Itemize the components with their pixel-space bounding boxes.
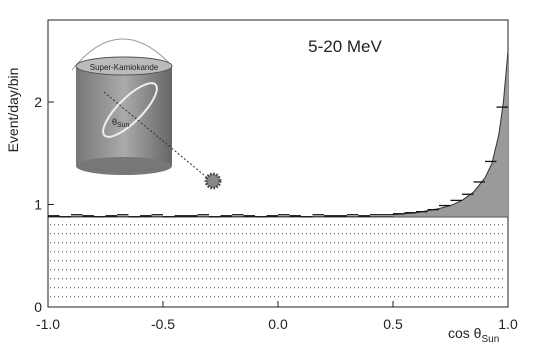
- inset-direction: [103, 91, 211, 181]
- inset-sun: [204, 172, 222, 190]
- inset-cone: [102, 82, 158, 138]
- fit-area: [393, 50, 508, 217]
- inset-label: Super-Kamiokande: [90, 63, 159, 72]
- inset-angle-main: θ: [112, 117, 117, 127]
- inset-cylinder-top: [75, 56, 173, 76]
- inset-illustration: Super-Kamiokande θSun: [71, 38, 222, 190]
- x-axis-label-main: cos θ: [448, 325, 482, 341]
- x-tick-label: -1.0: [36, 316, 60, 332]
- y-tick-label: 0: [34, 299, 42, 315]
- x-axis-label: cos θSun: [448, 325, 499, 345]
- x-tick-label: 0.0: [268, 316, 288, 332]
- chart-title: 5-20 MeV: [308, 37, 382, 56]
- x-axis-label-sub: Sun: [481, 334, 499, 345]
- x-tick-label: -0.5: [151, 316, 175, 332]
- y-tick-label: 1: [34, 197, 42, 213]
- inset-arc: [71, 38, 173, 71]
- inset-cylinder-base: [76, 157, 172, 175]
- inset-cylinder: [76, 66, 172, 166]
- y-tick-label: 2: [34, 94, 42, 110]
- inset-angle-sub: Sun: [117, 122, 130, 129]
- x-tick-label: 0.5: [383, 316, 403, 332]
- x-tick-label: 1.0: [498, 316, 518, 332]
- y-axis-label: Event/day/bin: [5, 68, 21, 153]
- inset-angle: θSun: [112, 117, 130, 129]
